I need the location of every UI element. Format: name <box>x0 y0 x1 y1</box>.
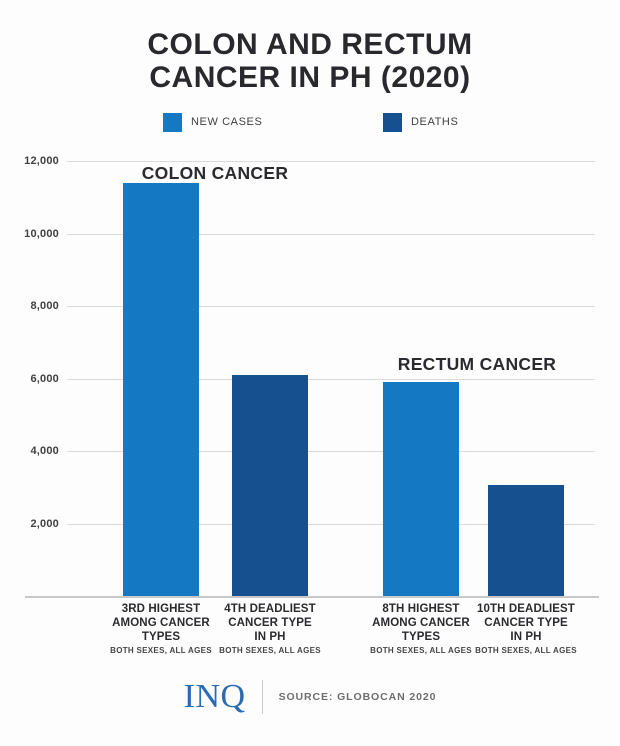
bar-caption: 10TH DEADLIEST CANCER TYPE IN PH BOTH SEX… <box>450 603 602 655</box>
y-axis-tick-label: 8,000 <box>30 300 59 312</box>
y-axis-tick-label: 6,000 <box>30 372 59 385</box>
plot-area: 12,000 10,000 8,000 6,000 4,000 2,000 3RD HIGH… <box>24 155 599 655</box>
y-axis-tick-label: 10,000 <box>24 227 59 240</box>
bar-colon-new-cases <box>123 182 199 596</box>
page-title: COLON AND RECTUM CANCER IN PH (2020) <box>0 28 620 94</box>
bar-rectum-new-cases <box>383 382 459 596</box>
legend-item-deaths: DEATHS <box>383 113 458 132</box>
source-credit: SOURCE: GLOBOCAN 2020 <box>278 691 437 703</box>
gridline <box>67 161 595 162</box>
footer-divider <box>261 680 263 714</box>
title-line-1: COLON AND RECTUM <box>147 28 473 61</box>
gridline <box>67 523 595 525</box>
footer: INQ SOURCE: GLOBOCAN 2020 <box>0 674 620 720</box>
y-axis-tick-label: 2,000 <box>30 517 59 530</box>
gridline <box>67 233 595 235</box>
gridline <box>67 451 595 452</box>
bar-colon-deaths <box>232 374 308 596</box>
legend-swatch-new-cases <box>163 113 182 132</box>
x-axis-baseline <box>25 596 599 598</box>
group-label-rectum: RECTUM CANCER <box>397 354 557 374</box>
y-axis-tick-label: 12,000 <box>24 155 59 167</box>
bar-caption: 3RD HIGHEST AMONG CANCER TYPES BOTH SEXES… <box>85 603 237 655</box>
legend-swatch-deaths <box>383 113 402 132</box>
gridline <box>67 378 595 380</box>
bar-caption-rank: 10TH DEADLIEST CANCER TYPE IN PH <box>477 603 575 643</box>
bar-rectum-deaths <box>488 485 564 596</box>
bar-caption-rank: 8TH HIGHEST AMONG CANCER TYPES <box>372 603 470 643</box>
bar-caption-scope: BOTH SEXES, ALL AGES <box>110 646 212 656</box>
y-axis-tick-label: 4,000 <box>30 445 59 457</box>
gridline <box>67 306 595 307</box>
bar-caption-scope: BOTH SEXES, ALL AGES <box>475 646 577 656</box>
inquirer-logo: INQ <box>183 678 246 715</box>
group-label-colon: COLON CANCER <box>141 163 289 183</box>
bar-caption-scope: BOTH SEXES, ALL AGES <box>219 646 321 656</box>
bar-caption-rank: 3RD HIGHEST AMONG CANCER TYPES <box>112 603 210 643</box>
legend-label-new-cases: NEW CASES <box>191 116 263 128</box>
legend-item-new-cases: NEW CASES <box>163 113 262 132</box>
title-line-2: CANCER IN PH (2020) <box>149 61 471 94</box>
bar-caption: 8TH HIGHEST AMONG CANCER TYPES BOTH SEXES… <box>345 603 497 655</box>
bar-caption: 4TH DEADLIEST CANCER TYPE IN PH BOTH SEXE… <box>194 603 346 655</box>
legend-label-deaths: DEATHS <box>411 116 459 128</box>
bar-caption-rank: 4TH DEADLIEST CANCER TYPE IN PH <box>224 603 316 643</box>
bar-caption-scope: BOTH SEXES, ALL AGES <box>370 646 472 656</box>
